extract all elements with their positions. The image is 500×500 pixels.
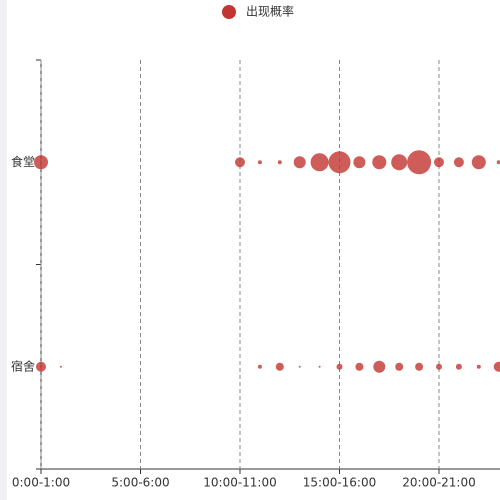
bubble: [34, 155, 48, 170]
bubble: [318, 365, 321, 368]
bubble: [293, 156, 306, 169]
bubble: [415, 362, 424, 371]
legend-label: 出现概率: [246, 4, 294, 19]
bubble: [298, 365, 301, 368]
legend-marker: [222, 5, 236, 19]
x-tick-label: 5:00-6:00: [111, 476, 169, 490]
bubble: [328, 151, 351, 174]
bubble: [373, 360, 386, 373]
bubble: [372, 155, 387, 170]
y-tick-label: 宿舍: [11, 358, 35, 373]
bubble: [277, 160, 282, 165]
bubble: [391, 154, 408, 171]
bubble: [355, 362, 364, 371]
x-tick-label: 20:00-21:00: [402, 476, 476, 490]
bubble: [59, 365, 62, 368]
bubble: [275, 362, 284, 371]
bubble: [476, 364, 481, 369]
bubble: [455, 363, 462, 370]
bubble: [436, 363, 442, 370]
bubble: [434, 157, 444, 168]
x-tick-label: 15:00-16:00: [303, 476, 377, 490]
bubble: [496, 160, 500, 165]
bubble: [453, 157, 464, 168]
bubble: [257, 364, 262, 369]
bubble: [336, 363, 343, 370]
y-tick-label: 食堂: [11, 154, 35, 169]
bubble: [395, 362, 404, 371]
bubble: [493, 361, 500, 372]
bubble: [310, 153, 329, 172]
bubble: [36, 361, 46, 372]
side-strip: [0, 0, 7, 500]
bubble: [471, 155, 486, 170]
bubble: [353, 156, 366, 169]
bubble: [257, 160, 262, 165]
x-tick-label: 10:00-11:00: [203, 476, 277, 490]
bubble: [235, 157, 245, 168]
bubble: [407, 150, 432, 175]
x-tick-label: 0:00-1:00: [12, 476, 70, 490]
